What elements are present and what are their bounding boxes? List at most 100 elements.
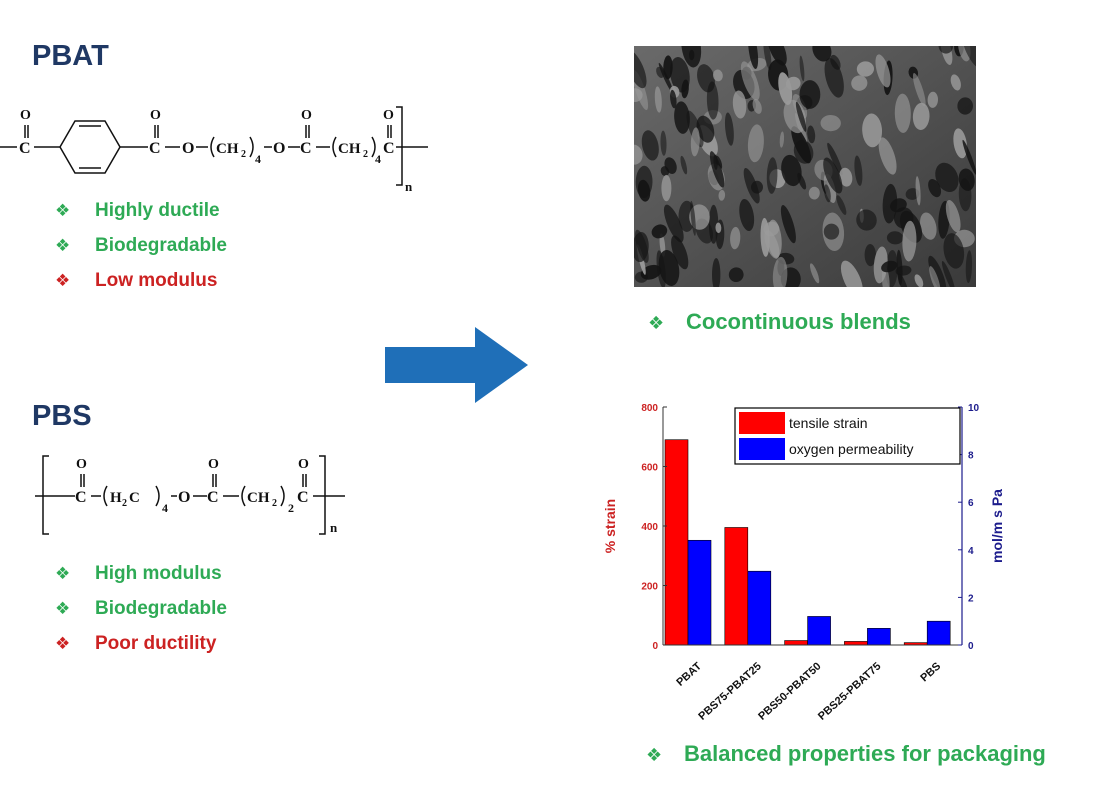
pore-shape [950, 74, 961, 91]
pore-shape [856, 209, 877, 231]
right-y-tick-label: 2 [968, 593, 974, 604]
pore-shape [713, 154, 718, 170]
pore-shape [896, 249, 903, 286]
pore-shape [927, 91, 939, 108]
pore-shape [718, 189, 726, 201]
pore-shape [915, 176, 921, 206]
pbs-oxygen-2: O [208, 457, 219, 472]
pore-shape [634, 88, 643, 103]
left-y-tick-label: 0 [652, 641, 658, 652]
pore-shape [823, 173, 837, 204]
bullet-diamond-icon: ❖ [55, 564, 71, 583]
pore-shape [772, 256, 788, 287]
pore-shape [661, 174, 672, 202]
pore-shape [799, 80, 821, 109]
pore-shape [935, 162, 959, 193]
pore-shape [912, 102, 930, 130]
pore-shape [830, 54, 841, 70]
legend-swatch [739, 438, 785, 460]
pore-shape [670, 89, 677, 109]
x-tick-label: PBS25-PBAT75 [816, 660, 883, 722]
pore-shape [962, 139, 976, 175]
bar-tensile-strain [664, 439, 689, 646]
x-tick-label: PBS75-PBAT25 [696, 660, 763, 722]
left-y-axis-title: % strain [602, 499, 618, 553]
right-arrow-icon [385, 327, 528, 403]
properties-bar-chart: PBATPBS75-PBAT25PBS50-PBAT50PBS25-PBAT75… [602, 403, 1005, 723]
pbat-ester-oxygen-2: O [273, 140, 285, 157]
pore-shape [674, 101, 690, 134]
pore-shape [763, 46, 772, 71]
pore-shape [823, 157, 843, 194]
bullet-diamond-icon: ❖ [55, 201, 71, 220]
pore-shape [730, 226, 741, 250]
pore-shape [827, 142, 843, 176]
pore-shape [706, 81, 719, 120]
pore-shape [795, 101, 807, 132]
bar-tensile-strain [724, 527, 749, 646]
pbat-carbon-4: C [383, 140, 395, 157]
bullet-diamond-icon: ❖ [55, 599, 71, 618]
pbs-repeat-n: n [330, 520, 338, 535]
pbat-ester-oxygen-1: O [182, 140, 194, 157]
pbs-ester-oxygen: O [178, 489, 190, 506]
legend-label: oxygen permeability [789, 441, 914, 457]
pore-shape [752, 98, 762, 114]
pore-shape [862, 113, 883, 148]
pore-shape [743, 167, 760, 204]
right-y-tick-label: 8 [968, 451, 974, 462]
pbat-oxygen-3: O [301, 108, 312, 123]
pore-shape [839, 167, 853, 187]
pore-shape [878, 137, 897, 175]
bar-oxygen-permeability [867, 628, 891, 646]
pore-shape [651, 224, 668, 239]
bullet-diamond-icon: ❖ [648, 313, 665, 333]
pore-shape [780, 205, 796, 244]
pore-shape [864, 244, 877, 267]
pore-shape [808, 186, 820, 200]
pore-shape [748, 46, 759, 70]
pbs-ch2-label: CH [247, 490, 270, 506]
bar-oxygen-permeability [807, 616, 831, 646]
pbat-property-ductile: ❖ Highly ductile [55, 193, 227, 228]
pore-shape [658, 250, 680, 286]
right-y-tick-label: 4 [968, 546, 974, 557]
pbs-h2c-carbon: C [129, 490, 140, 506]
pore-shape [690, 200, 696, 236]
pore-shape [928, 255, 947, 287]
right-y-tick-label: 0 [968, 641, 974, 652]
pore-shape [747, 124, 764, 163]
pore-shape [728, 267, 744, 283]
pbat-carbon-1: C [19, 140, 31, 157]
pore-shape [851, 75, 868, 91]
pbat-property-modulus: ❖ Low modulus [55, 263, 227, 298]
pore-shape [760, 217, 770, 257]
pore-shape [681, 79, 689, 99]
pore-shape [799, 55, 805, 82]
pore-shape [635, 165, 653, 198]
pbat-properties-list: ❖ Highly ductile ❖ Biodegradable ❖ Low modu… [55, 193, 227, 298]
pbat-carbon-3: C [300, 140, 312, 157]
right-y-tick-label: 10 [968, 403, 980, 414]
pore-shape [739, 198, 755, 232]
pore-shape [929, 266, 941, 287]
pore-shape [634, 49, 647, 89]
pore-shape [690, 127, 700, 157]
pore-shape [740, 61, 760, 101]
pore-shape [671, 235, 689, 270]
legend-swatch [739, 412, 785, 434]
bullet-diamond-icon: ❖ [55, 634, 71, 653]
pbat-ch2-subscript-2: 2 [363, 149, 368, 160]
pore-shape [766, 157, 778, 194]
pbs-h2c-label: H [110, 490, 122, 506]
pore-shape [779, 131, 785, 148]
left-y-tick-label: 400 [641, 522, 658, 533]
pbat-oxygen-2: O [150, 108, 161, 123]
pore-shape [823, 223, 840, 240]
legend-label: tensile strain [789, 415, 868, 431]
pore-shape [965, 250, 973, 284]
pore-shape [785, 76, 801, 91]
pore-shape [715, 222, 722, 234]
left-y-tick-label: 200 [641, 582, 658, 593]
pbs-property-ductility: ❖ Poor ductility [55, 626, 227, 661]
